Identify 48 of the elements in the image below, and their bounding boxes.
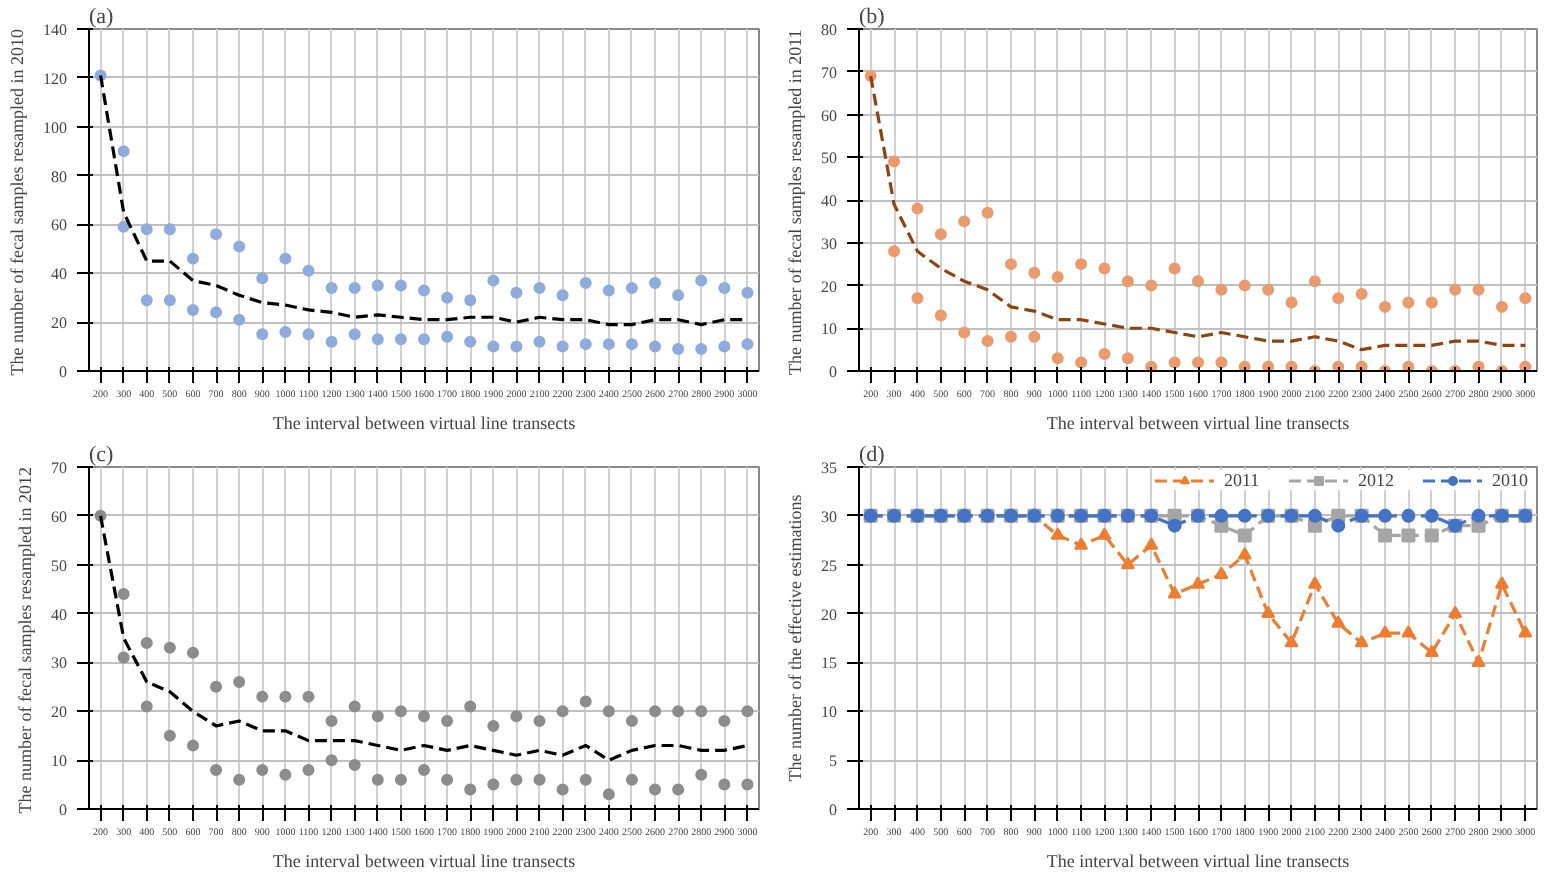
y-tick-label: 10 bbox=[821, 703, 837, 722]
chart-title: (c) bbox=[89, 443, 115, 467]
y-tick-label: 100 bbox=[43, 118, 67, 137]
y-tick-label: 35 bbox=[821, 459, 837, 477]
y-axis-title: The number of fecal samples resampled in 2012 bbox=[15, 467, 35, 814]
y-tick-label: 40 bbox=[51, 265, 67, 284]
chart-title: (d) bbox=[859, 443, 886, 467]
y-tick-label: 120 bbox=[43, 69, 67, 88]
y-tick-label: 30 bbox=[821, 234, 837, 253]
x-axis-title: The interval between virtual line transects bbox=[1046, 413, 1351, 433]
x-axis-title: The interval between virtual line transects bbox=[272, 851, 577, 871]
legend-label: 2010 bbox=[1492, 470, 1530, 490]
y-tick-label: 30 bbox=[821, 507, 837, 526]
y-tick-label: 15 bbox=[821, 654, 837, 673]
x-axis-title: The interval between virtual line transects bbox=[272, 413, 577, 433]
y-tick-label: 0 bbox=[59, 801, 67, 819]
y-tick-label: 0 bbox=[59, 363, 67, 381]
y-tick-label: 0 bbox=[829, 801, 837, 819]
y-tick-label: 25 bbox=[821, 556, 837, 575]
legend-label: 2012 bbox=[1358, 470, 1396, 490]
y-tick-label: 80 bbox=[821, 21, 837, 39]
y-tick-label: 60 bbox=[51, 216, 67, 235]
chart-title: (b) bbox=[859, 5, 886, 29]
y-tick-label: 70 bbox=[821, 63, 837, 82]
y-tick-label: 140 bbox=[43, 21, 67, 39]
y-tick-label: 30 bbox=[51, 654, 67, 673]
y-tick-label: 40 bbox=[821, 192, 837, 210]
y-axis-title: The number of the effective estimations bbox=[785, 493, 805, 782]
chart-title: (a) bbox=[89, 5, 115, 29]
y-tick-label: 20 bbox=[821, 605, 837, 624]
y-tick-label: 5 bbox=[829, 752, 837, 771]
y-tick-label: 20 bbox=[51, 314, 67, 333]
y-tick-label: 10 bbox=[821, 320, 837, 339]
y-axis-title: The number of fecal samples resampled in 2011 bbox=[785, 29, 805, 376]
y-tick-label: 60 bbox=[821, 106, 837, 125]
y-tick-label: 50 bbox=[51, 556, 67, 575]
y-tick-label: 70 bbox=[51, 459, 67, 477]
y-tick-label: 40 bbox=[51, 605, 67, 624]
x-axis-title: The interval between virtual line transects bbox=[1046, 851, 1351, 871]
y-axis-title: The number of fecal samples resampled in 2010 bbox=[7, 28, 27, 376]
y-tick-label: 20 bbox=[51, 703, 67, 722]
legend-label: 2011 bbox=[1224, 470, 1262, 490]
y-tick-label: 10 bbox=[51, 752, 67, 771]
y-tick-label: 20 bbox=[821, 277, 837, 296]
y-tick-label: 60 bbox=[51, 507, 67, 526]
y-tick-label: 50 bbox=[821, 149, 837, 168]
y-tick-label: 80 bbox=[51, 167, 67, 186]
y-tick-label: 0 bbox=[829, 363, 837, 381]
